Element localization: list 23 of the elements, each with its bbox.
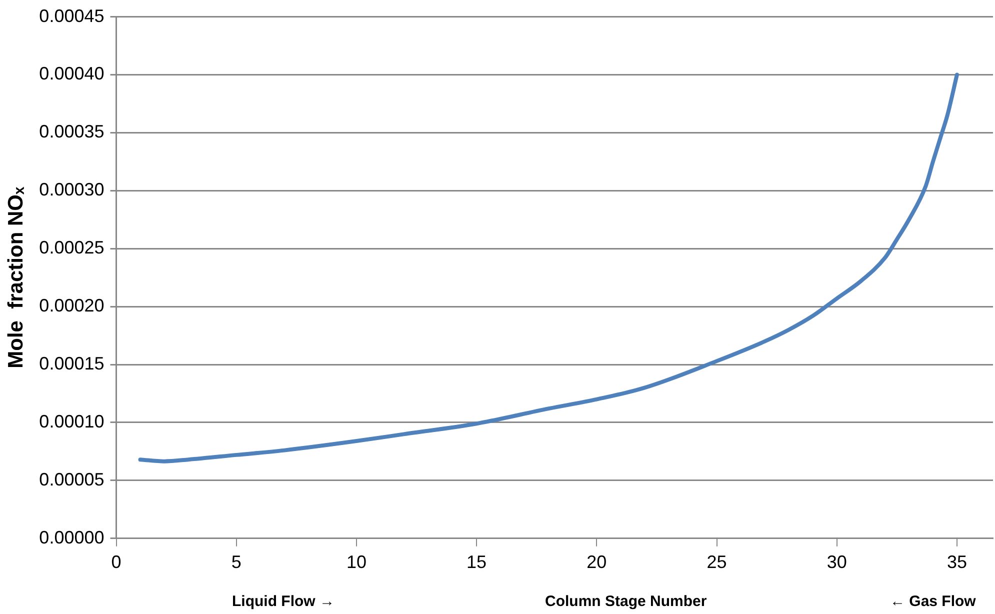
y-tick-label: 0.00015 [39,354,104,374]
x-axis-title: Column Stage Number [545,593,707,610]
x-tick-label: 30 [826,552,847,572]
x-tick-label: 20 [586,552,607,572]
x-tick-label: 35 [946,552,967,572]
x-tick-label: 5 [231,552,242,572]
y-tick-label: 0.00040 [39,64,104,84]
x-tick-label: 0 [111,552,122,572]
y-tick-label: 0.00010 [39,411,104,432]
y-tick-label: 0.00020 [39,296,104,316]
x-tick-label: 10 [346,552,366,572]
y-axis-title: Mole fraction NOₓ [4,186,28,368]
y-tick-label: 0.00000 [39,527,104,548]
y-tick-label: 0.00035 [39,122,104,142]
text: ← Gas Flow [890,593,976,610]
text: Liquid Flow → [232,593,334,610]
x-tick-label: 15 [466,552,487,572]
line-series [138,72,959,464]
y-tick-label: 0.00045 [39,6,104,26]
y-tick-label: 0.00025 [39,238,104,258]
y-tick-label: 0.00005 [39,469,104,490]
y-tick-label: 0.00030 [39,180,104,200]
x-tick-label: 25 [706,552,727,572]
